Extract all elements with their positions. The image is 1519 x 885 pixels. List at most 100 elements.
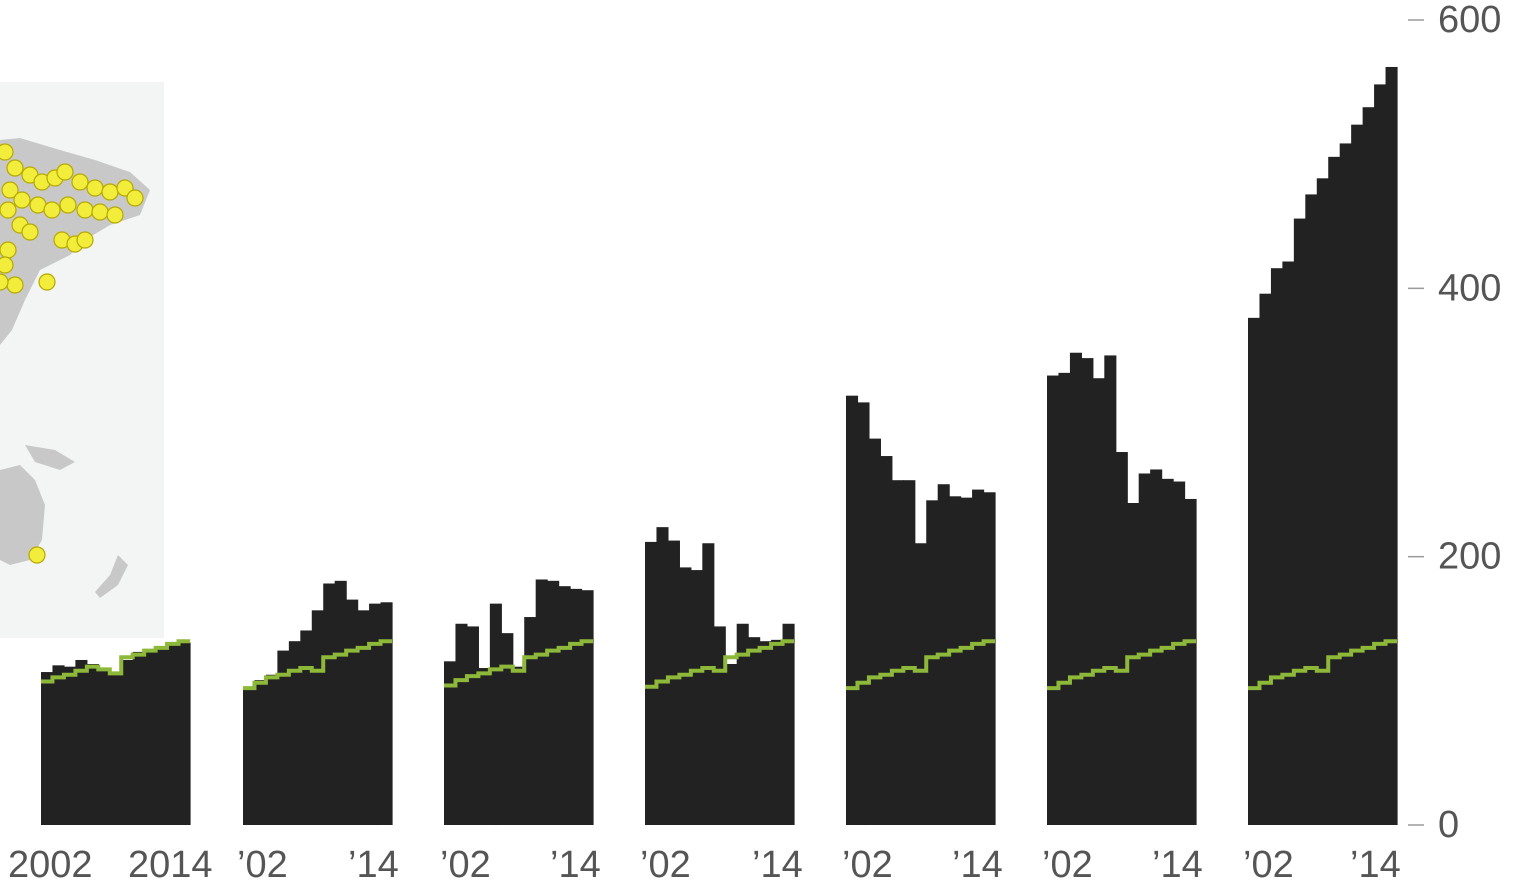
x-tick-label: ’14	[1152, 844, 1203, 885]
map-dot	[0, 201, 17, 219]
bar	[1081, 358, 1094, 825]
bar	[524, 617, 537, 825]
bar	[645, 541, 658, 825]
series-line	[1047, 639, 1196, 691]
bar	[690, 570, 703, 825]
bar	[265, 674, 278, 825]
bar	[782, 623, 795, 825]
panel: ’02 ’14	[440, 579, 601, 885]
x-tick-label: ’02	[440, 844, 491, 885]
bar	[1115, 452, 1128, 825]
bar	[167, 645, 180, 825]
bar	[1339, 143, 1352, 825]
bar	[759, 641, 772, 825]
panels: 2002 2014’02’14’02’14’02’14’02’14’02’14’0…	[8, 66, 1401, 885]
x-tick-label: 2014	[128, 844, 213, 885]
bar	[1328, 156, 1341, 826]
map-dot	[28, 546, 46, 564]
map-dot	[91, 203, 109, 221]
x-tick-label: ’02	[237, 844, 288, 885]
bar	[455, 623, 468, 825]
map-dot	[0, 273, 9, 291]
map-dot	[21, 223, 39, 241]
bar	[903, 480, 916, 825]
bar	[512, 666, 525, 825]
bar	[1282, 261, 1295, 825]
bar	[243, 686, 256, 825]
x-tick-label: ’14	[752, 844, 803, 885]
bar	[1270, 268, 1283, 826]
bar	[713, 626, 726, 825]
bar	[311, 610, 324, 825]
bar	[547, 580, 560, 825]
map-dot	[13, 191, 31, 209]
bar	[323, 583, 336, 825]
y-tick-label: 600	[1438, 0, 1501, 41]
bar	[972, 489, 985, 825]
x-tick-label: ’14	[1350, 844, 1401, 885]
map-land-islands	[25, 445, 75, 470]
bar	[1127, 503, 1140, 825]
bar	[155, 647, 168, 825]
panel: ’02 ’14	[1042, 352, 1203, 885]
bar	[41, 672, 54, 825]
bar	[535, 579, 548, 825]
bar	[748, 637, 761, 825]
bar	[1293, 218, 1306, 825]
bar	[949, 496, 962, 825]
bar	[1305, 194, 1318, 826]
bar	[960, 497, 973, 825]
map-dot	[6, 276, 24, 294]
bar	[1047, 375, 1060, 825]
map-dot	[59, 196, 77, 214]
bar	[1316, 178, 1329, 825]
bar	[1173, 481, 1186, 825]
series-line	[41, 639, 190, 684]
bar	[288, 641, 301, 825]
bar	[380, 602, 393, 825]
bar	[736, 623, 749, 825]
bar	[1374, 84, 1387, 825]
map-dot	[106, 206, 124, 224]
panel: ’02 ’14	[237, 580, 399, 885]
series-line	[846, 639, 995, 691]
bar	[1150, 469, 1163, 825]
bar	[926, 500, 939, 825]
bar	[891, 480, 904, 825]
x-tick-label: ’14	[348, 844, 399, 885]
bar	[771, 639, 784, 825]
map-inset	[0, 82, 164, 638]
bar	[725, 664, 738, 825]
x-tick-label: 2002	[8, 844, 93, 885]
map-dot	[0, 143, 14, 161]
bar	[1385, 66, 1398, 825]
map-land-australia	[0, 465, 45, 565]
bar	[357, 610, 370, 825]
bar	[98, 670, 111, 825]
bar	[277, 650, 290, 825]
y-tick-label: 0	[1438, 804, 1459, 846]
bar	[570, 588, 583, 825]
bar	[880, 456, 893, 825]
bar	[369, 603, 382, 826]
bar	[478, 668, 491, 825]
bar	[1259, 293, 1272, 825]
map-dot	[1, 181, 19, 199]
bar	[679, 567, 692, 825]
bar	[1184, 498, 1197, 825]
series-line	[444, 639, 593, 688]
bar	[1069, 352, 1082, 825]
bar	[1362, 107, 1375, 825]
series-line	[1248, 639, 1397, 691]
bar	[1104, 355, 1117, 825]
bar	[346, 599, 359, 825]
bar	[466, 626, 479, 825]
bar	[1248, 317, 1261, 825]
x-tick-label: ’02	[842, 844, 893, 885]
bar	[334, 580, 347, 825]
bar	[667, 540, 680, 825]
map-dot	[76, 231, 94, 249]
map-dot	[76, 201, 94, 219]
bar	[86, 664, 99, 825]
